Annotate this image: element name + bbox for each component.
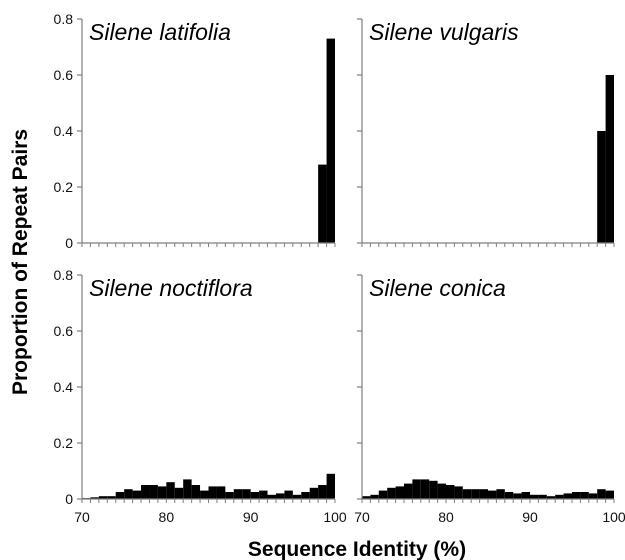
panel-3: 0 0.2 0.4 0.6 0.8 70 80 90 100 Silene noctiflora [54, 267, 347, 525]
bar [326, 38, 335, 243]
bar [115, 492, 125, 499]
bar [454, 486, 463, 499]
panel-4: 70 80 90 100 Silene conica [354, 274, 625, 525]
bar [326, 473, 335, 499]
y-tick-label: 0.8 [54, 11, 74, 27]
bar [98, 496, 108, 499]
bar [597, 489, 606, 499]
bar [429, 480, 438, 499]
panel-title: Silene conica [369, 275, 506, 301]
panel-2: Silene vulgaris [357, 18, 615, 247]
x-tick-label: 100 [323, 509, 347, 525]
panel-title: Silene latifolia [89, 19, 231, 45]
bar [504, 492, 514, 499]
bar [597, 131, 606, 243]
bar [387, 487, 396, 499]
bar [183, 479, 192, 499]
x-tick-label: 80 [159, 509, 175, 525]
bar [174, 487, 184, 499]
y-tick-label: 0 [65, 491, 73, 507]
panel-title: Silene vulgaris [369, 19, 519, 45]
bar [378, 490, 388, 499]
bar [546, 496, 556, 499]
bar [404, 483, 413, 499]
bar [90, 497, 99, 499]
bar [412, 479, 421, 499]
bar [318, 164, 327, 243]
bar [275, 493, 285, 499]
y-tick-label: 0.6 [54, 67, 74, 83]
x-tick-label: 100 [602, 509, 625, 525]
bar [124, 489, 133, 499]
bar [513, 493, 522, 499]
y-tick-label: 0 [65, 235, 73, 251]
panel-grid: 0 0.2 0.4 0.6 0.8 Silene latifolia Silene vulg… [54, 11, 625, 525]
bar [216, 486, 226, 499]
bar [233, 489, 243, 499]
bar [284, 490, 293, 499]
bar [242, 489, 251, 499]
bar [580, 492, 589, 499]
bar [605, 75, 614, 243]
bar [605, 490, 614, 499]
bar [446, 485, 455, 499]
y-tick-label: 0.4 [54, 379, 74, 395]
y-tick-label: 0.2 [54, 179, 74, 195]
bar [572, 492, 581, 499]
bar [471, 489, 480, 499]
bar [488, 490, 497, 499]
bar [420, 479, 430, 499]
bar [149, 485, 158, 499]
bar [318, 485, 327, 499]
x-tick-label: 80 [438, 509, 454, 525]
y-tick-label: 0.8 [54, 267, 74, 283]
bar [395, 486, 404, 499]
bar [496, 489, 505, 499]
bar [588, 493, 598, 499]
bar [141, 485, 150, 499]
x-tick-label: 90 [243, 509, 259, 525]
bar [555, 494, 564, 499]
x-tick-label: 90 [522, 509, 538, 525]
bar [250, 492, 260, 499]
x-tick-label: 70 [354, 509, 370, 525]
bar [521, 492, 530, 499]
bar [107, 496, 116, 499]
bar [200, 490, 209, 499]
bar [301, 492, 310, 499]
y-tick-label: 0.4 [54, 123, 74, 139]
bar [157, 486, 167, 499]
bar [267, 494, 276, 499]
bar [538, 494, 547, 499]
bar [563, 493, 572, 499]
bar [259, 490, 268, 499]
panel-title: Silene noctiflora [89, 275, 253, 301]
bar [191, 485, 201, 499]
x-axis-title: Sequence Identity (%) [248, 538, 466, 560]
bar [208, 486, 217, 499]
bar [462, 489, 472, 499]
bar [225, 492, 234, 499]
bar [437, 483, 446, 499]
bar [479, 489, 488, 499]
bar [292, 494, 302, 499]
bar [309, 487, 319, 499]
x-tick-label: 70 [74, 509, 90, 525]
y-tick-label: 0.6 [54, 323, 74, 339]
bar [132, 490, 142, 499]
bar [362, 496, 371, 499]
bar [166, 482, 175, 499]
bar [370, 494, 379, 499]
panel-1: 0 0.2 0.4 0.6 0.8 Silene latifolia [54, 11, 336, 251]
y-axis-title: Proportion of Repeat Pairs [9, 129, 32, 395]
y-tick-label: 0.2 [54, 435, 74, 451]
bar [530, 494, 539, 499]
